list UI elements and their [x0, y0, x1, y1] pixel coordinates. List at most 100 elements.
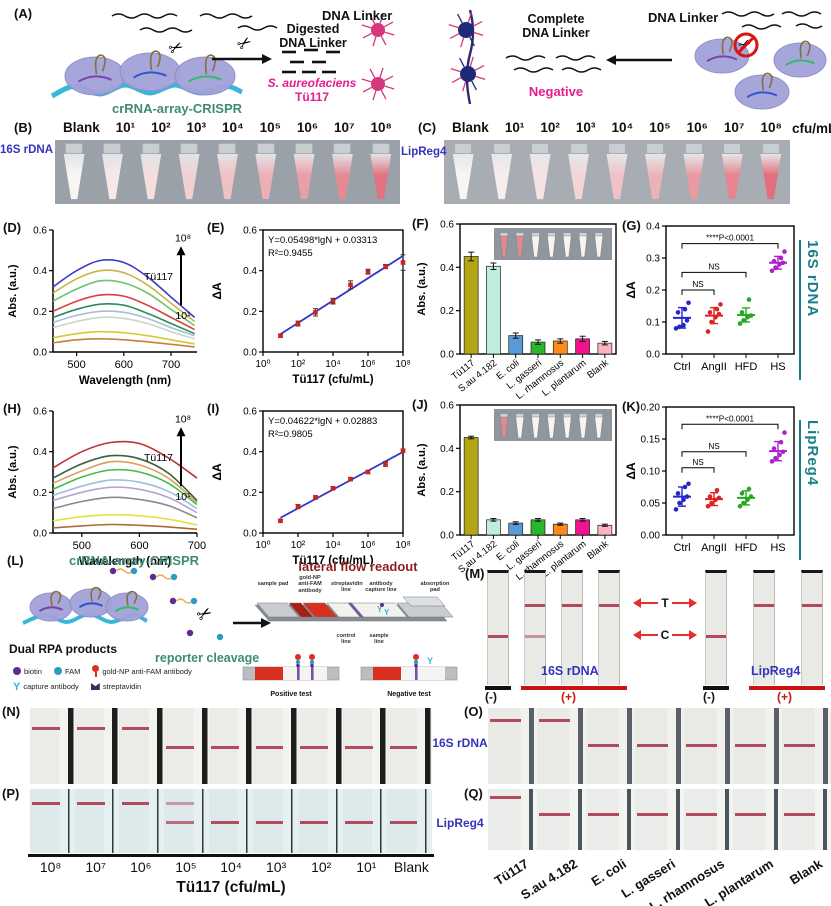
test-line: [76, 727, 105, 730]
fam-icon: [53, 667, 62, 675]
tube-cap: [65, 143, 84, 154]
control-line: [735, 743, 766, 747]
complete-line1: Complete: [527, 12, 585, 26]
svg-text:0.2: 0.2: [440, 487, 454, 498]
sample-tube: [681, 143, 707, 201]
svg-text:0.4: 0.4: [440, 444, 454, 455]
svg-text:0.6: 0.6: [33, 226, 47, 237]
control-line: [637, 813, 668, 817]
axis-tick-label: 10⁷: [85, 859, 106, 875]
svg-text:10⁶: 10⁶: [360, 359, 375, 370]
svg-text:0.2: 0.2: [440, 306, 454, 317]
control-line: [637, 743, 668, 747]
tube-liquid: [529, 154, 551, 200]
panel-b-label: (B): [14, 120, 33, 135]
tube-liquid: [683, 154, 705, 200]
legend-label: streptavidin: [102, 682, 142, 691]
dna-linker-right-label: DNA Linker: [648, 10, 719, 25]
streptavidin-icon: [90, 683, 100, 690]
panel-m-label: (M): [465, 566, 485, 581]
svg-text:0.4: 0.4: [243, 447, 257, 458]
concentration-header: 10⁵: [259, 120, 281, 135]
svg-text:10⁸: 10⁸: [395, 540, 410, 551]
legend-item: biotin: [13, 667, 42, 676]
concentration-header: 10³: [186, 120, 207, 135]
panel-i: (I) 0.0 0.2 0.4 0.6 10⁰ 10² 10⁴ 10⁶ 10⁸ Tü117 (cf…: [207, 393, 413, 575]
arrow-left-icon: [633, 630, 641, 640]
test-line: [121, 727, 150, 730]
tube-liquid: [721, 154, 743, 200]
sample-tube: [604, 143, 630, 201]
svg-text:0.4: 0.4: [646, 222, 660, 233]
svg-text:Tü117 (cfu/mL): Tü117 (cfu/mL): [292, 374, 373, 386]
svg-text:10¹: 10¹: [175, 310, 191, 322]
panel-c-unit-label: cfu/mL: [792, 121, 831, 136]
negative-label: Negative: [528, 84, 584, 99]
svg-text:R²=0.9805: R²=0.9805: [268, 429, 313, 440]
reporter-cleavage-label: reporter cleavage: [155, 651, 260, 665]
control-line: [686, 813, 717, 817]
tube-liquid: [491, 154, 513, 200]
calibration-chart-lipreg4: 0.0 0.2 0.4 0.6 10⁰ 10² 10⁴ 10⁶ 10⁸ Tü117 (cfu/mL…: [210, 407, 411, 568]
svg-text:NS: NS: [692, 280, 704, 289]
gold-np-anti-fam-antibody-icon: [92, 665, 100, 677]
svg-text:0.0: 0.0: [440, 531, 454, 542]
panel-m: (M) 16S rDNA (-) (+) LipReg4 (-) (+) T C: [465, 556, 831, 704]
tube-liquid: [606, 154, 628, 200]
control-line: [389, 821, 418, 824]
svg-text:HS: HS: [770, 361, 785, 373]
control-line: [255, 821, 284, 824]
lfa-strip: [74, 708, 120, 784]
svg-text:0.0: 0.0: [243, 529, 257, 540]
control-line: [210, 746, 239, 749]
svg-text:ΔA: ΔA: [210, 282, 224, 300]
lfa-strip: [635, 708, 684, 784]
lfa-strip: [801, 570, 823, 685]
tube-liquid: [370, 154, 392, 200]
svg-text:10⁸: 10⁸: [175, 232, 191, 244]
svg-text:0.0: 0.0: [243, 348, 257, 359]
svg-text:0.0: 0.0: [33, 529, 47, 540]
pad-label-capture-line: antibody capture line: [365, 581, 397, 594]
legend-label: biotin: [24, 666, 42, 676]
svg-text:Tü117: Tü117: [144, 452, 173, 464]
panel-g-label: (G): [622, 218, 641, 233]
dotplot-16s: 0.0 0.1 0.2 0.3 0.4 ΔA Ctrl AngII HFD HS NS NS ****P…: [624, 222, 795, 373]
positive-underline: [749, 686, 825, 690]
control-line: [389, 746, 418, 749]
legend-label: gold-NP anti-FAM antibody: [102, 666, 192, 676]
sample-tube: [99, 143, 125, 201]
panel-l-label: (L): [7, 553, 24, 568]
test-line: [76, 801, 105, 805]
panel-o-photo: [488, 708, 831, 784]
concentration-header: 10⁷: [334, 120, 355, 135]
lfa-strip: [119, 708, 165, 784]
svg-text:0.6: 0.6: [440, 220, 454, 231]
concentration-header: Blank: [452, 120, 489, 135]
test-line: [32, 801, 60, 805]
test-line: [539, 719, 570, 723]
svg-text:HFD: HFD: [735, 542, 758, 554]
axis-tick-label: Blank: [393, 859, 429, 875]
row1-side-label: 16S rDNA: [799, 240, 821, 380]
capture-antibody-icon: Y: [13, 680, 21, 693]
svg-text:0.2: 0.2: [243, 307, 257, 318]
concentration-header: 10⁸: [370, 120, 392, 135]
arrow-right-icon: [689, 598, 697, 608]
sample-tube: [291, 143, 317, 201]
tube-liquid: [645, 154, 666, 200]
arrow-right-icon: [689, 630, 698, 640]
digested-line1: Digested: [286, 22, 340, 36]
svg-text:Tü117: Tü117: [144, 271, 173, 283]
svg-text:500: 500: [73, 540, 91, 552]
biotin-icon: [13, 667, 21, 675]
svg-text:10⁶: 10⁶: [360, 540, 375, 551]
svg-text:0.15: 0.15: [641, 435, 661, 446]
panel-p-photo: [30, 789, 433, 853]
lfa-strip: [30, 708, 75, 784]
svg-text:0.3: 0.3: [646, 254, 660, 265]
tube-cap: [492, 143, 511, 154]
control-line: [166, 746, 194, 749]
lfa-strip: [753, 570, 775, 685]
